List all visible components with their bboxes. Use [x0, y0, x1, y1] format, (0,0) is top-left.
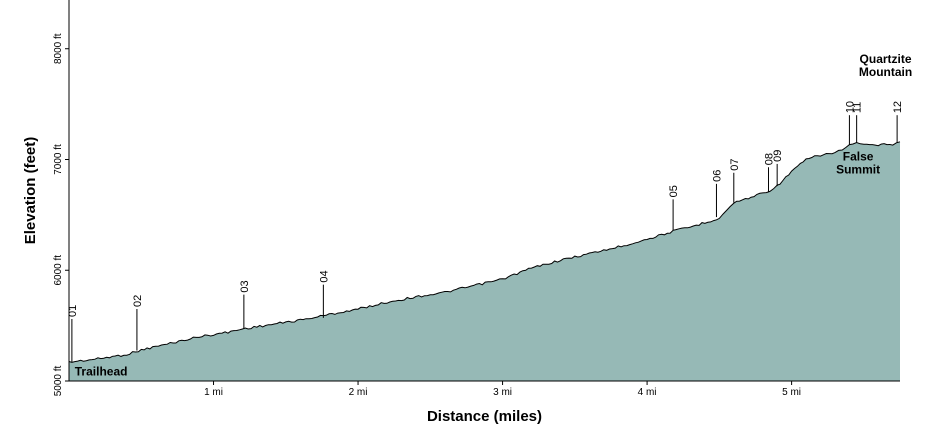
- waypoint-08: 08: [763, 153, 775, 192]
- waypoint-label: 03: [239, 280, 251, 292]
- waypoint-01: 01: [67, 305, 79, 363]
- waypoint-label: 07: [729, 159, 741, 171]
- waypoint-label: 04: [318, 270, 330, 282]
- elevation-area: [69, 141, 900, 381]
- waypoint-label: 05: [668, 185, 680, 197]
- y-tick-label: 5000 ft: [53, 365, 64, 396]
- waypoint-11: 11: [852, 102, 864, 143]
- x-axis-title: Distance (miles): [427, 408, 542, 425]
- axes: Distance (miles) Elevation (feet): [22, 0, 900, 425]
- waypoint-04: 04: [318, 270, 330, 318]
- waypoint-label: 12: [892, 101, 904, 113]
- x-tick-label: 3 mi: [493, 387, 512, 398]
- annotation-label: Trailhead: [75, 364, 128, 378]
- waypoint-label: 08: [763, 153, 775, 165]
- waypoint-02: 02: [132, 295, 144, 351]
- waypoint-10: 10: [844, 101, 856, 146]
- x-tick-label: 4 mi: [638, 387, 657, 398]
- y-tick-label: 8000 ft: [53, 33, 64, 64]
- waypoint-label: 11: [852, 102, 864, 113]
- waypoint-06: 06: [711, 170, 723, 218]
- y-tick-label: 6000 ft: [53, 255, 64, 286]
- waypoint-05: 05: [668, 185, 680, 231]
- waypoint-03: 03: [239, 280, 251, 329]
- waypoint-09: 09: [772, 150, 784, 187]
- waypoint-label: 01: [67, 305, 79, 317]
- x-tick-label: 5 mi: [782, 387, 801, 398]
- y-tick-label: 7000 ft: [53, 144, 64, 175]
- annotations: Trailhead False Summit Quartzite Mountain: [75, 52, 912, 378]
- axis-ticks: 1 mi 2 mi 3 mi 4 mi 5 mi 5000 ft 6000 ft 7000 f…: [53, 33, 801, 398]
- waypoint-label: 06: [711, 170, 723, 182]
- waypoint-label: 09: [772, 150, 784, 162]
- elevation-line: [68, 141, 901, 363]
- x-tick-label: 1 mi: [204, 387, 223, 398]
- x-tick-label: 2 mi: [349, 387, 368, 398]
- annotation-label: Quartzite Mountain: [859, 52, 912, 79]
- plot-area: [68, 141, 901, 381]
- waypoint-12: 12: [892, 101, 904, 143]
- y-axis-title: Elevation (feet): [22, 137, 39, 245]
- waypoint-07: 07: [729, 159, 741, 203]
- waypoint-label: 02: [132, 295, 144, 307]
- waypoint-label: 10: [844, 101, 856, 113]
- annotation-label: False Summit: [836, 150, 880, 177]
